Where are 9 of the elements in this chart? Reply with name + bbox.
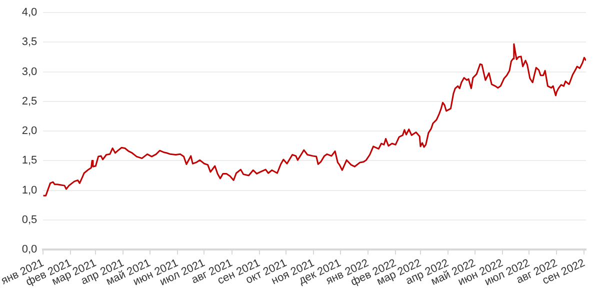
y-tick-label: 0,0	[22, 244, 38, 256]
y-tick-label: 1,5	[22, 154, 38, 167]
y-tick-label: 3,5	[22, 36, 38, 48]
y-tick-label: 0,5	[22, 214, 38, 226]
y-tick-label: 2,0	[22, 125, 38, 138]
y-tick-label: 2,5	[22, 95, 38, 108]
y-tick-label: 1,0	[22, 184, 38, 196]
y-tick-label: 4,0	[22, 6, 38, 19]
y-tick-label: 3,0	[22, 66, 38, 78]
